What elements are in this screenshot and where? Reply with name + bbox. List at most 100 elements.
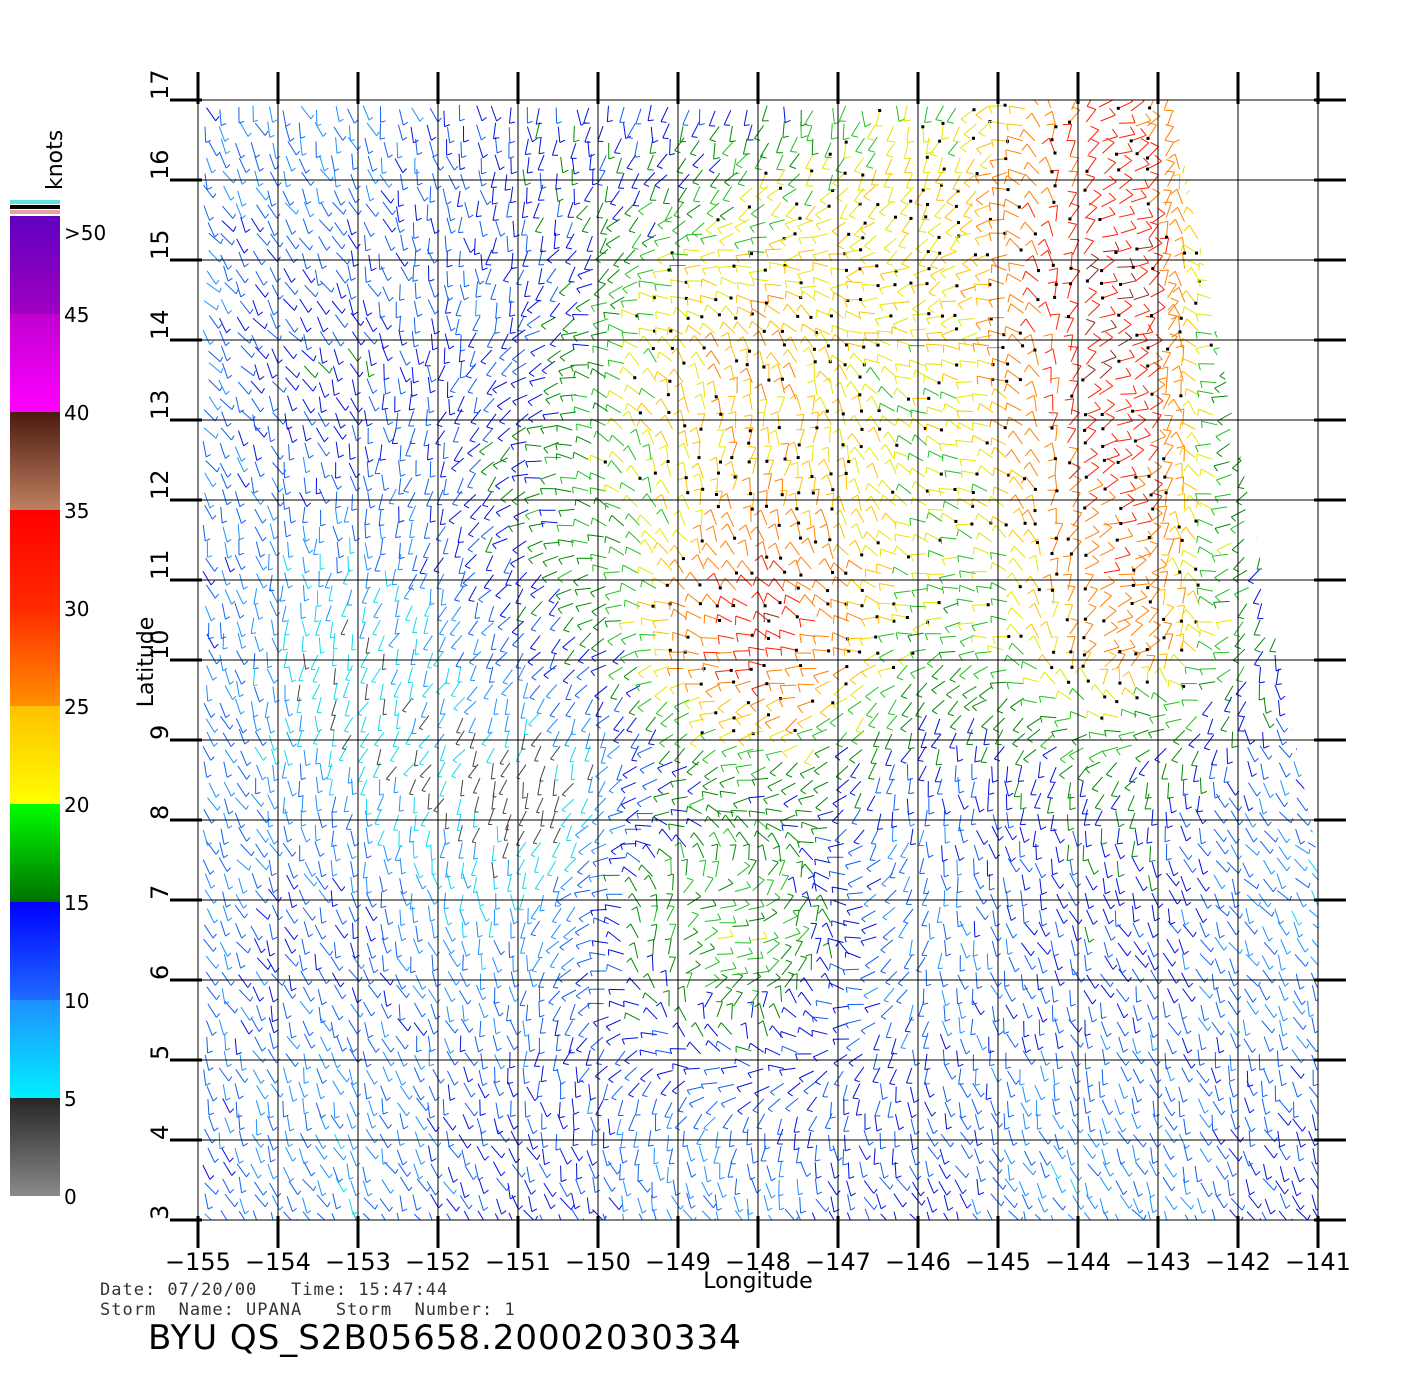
wind-barb [1021, 222, 1037, 235]
wind-barb [506, 815, 512, 830]
wind-barb [909, 778, 914, 794]
wind-barb [429, 1050, 434, 1066]
wind-barb [576, 987, 589, 999]
wind-barb [813, 263, 829, 271]
wind-barb [269, 987, 278, 1003]
wind-barb [1007, 905, 1016, 920]
wind-barb [1277, 858, 1289, 871]
wind-barb [687, 1162, 696, 1177]
wind-barb [905, 143, 912, 159]
wind-barb [315, 606, 319, 622]
wind-barb [494, 909, 498, 925]
wind-barb [1313, 924, 1327, 935]
wind-barb [251, 701, 258, 717]
wind-barb [885, 159, 893, 174]
wind-barb [531, 921, 540, 936]
wind-barb [381, 106, 386, 122]
wind-barb [204, 939, 217, 952]
wind-barb [1279, 1006, 1288, 1021]
wind-barb [698, 1003, 705, 1019]
wind-barb [1101, 1022, 1111, 1037]
wind-barb [767, 321, 784, 333]
wind-barb [437, 607, 446, 621]
wind-barb [478, 939, 483, 955]
wind-barb [1024, 162, 1039, 174]
wind-barb [835, 829, 846, 843]
wind-barb [816, 1199, 829, 1212]
wind-barb [867, 860, 881, 872]
wind-barb [924, 1033, 930, 1048]
wind-barb [904, 954, 912, 969]
wind-barb [1135, 955, 1148, 967]
colorbar-label: 15 [64, 891, 89, 915]
wind-barb [221, 829, 229, 845]
wind-barb [1022, 1037, 1030, 1053]
wind-barb [843, 969, 859, 975]
wind-barb [1275, 655, 1281, 671]
wind-barb [1055, 669, 1070, 684]
wind-barb [744, 415, 752, 432]
wind-barb [1254, 651, 1263, 666]
wind-barb [926, 970, 931, 986]
wind-barb [289, 666, 296, 682]
wind-barb [1160, 270, 1169, 286]
wind-barb [1245, 941, 1253, 957]
wind-barb [1133, 923, 1144, 938]
wind-barb [399, 1004, 405, 1020]
wind-barb [527, 187, 533, 203]
wind-barb [1070, 1167, 1082, 1180]
wind-barb [865, 956, 878, 968]
wind-barb [1071, 1179, 1081, 1194]
wind-barb [235, 1083, 244, 1099]
wind-barb [614, 138, 621, 153]
wind-barb [286, 319, 298, 332]
wind-barb [991, 894, 1001, 909]
wind-barb [702, 594, 719, 607]
wind-barb [272, 620, 279, 636]
wind-barb [708, 364, 721, 379]
wind-barb [319, 861, 327, 877]
wind-barb [734, 816, 748, 828]
wind-barb [419, 735, 430, 748]
wind-barb [473, 778, 480, 793]
wind-barb [1175, 237, 1186, 254]
wind-barb [1007, 124, 1023, 131]
wind-barb [1136, 986, 1141, 1002]
wind-barb [1292, 364, 1299, 380]
wind-barb [320, 554, 324, 570]
wind-barb [1293, 219, 1300, 235]
wind-barb [255, 527, 266, 541]
wind-barb [720, 541, 734, 555]
wind-barb [594, 918, 609, 924]
wind-barb [584, 255, 591, 270]
wind-barb [768, 295, 784, 303]
wind-barb [598, 126, 604, 141]
wind-barb [733, 798, 748, 808]
wind-barb [1121, 1163, 1132, 1177]
wind-barb [267, 330, 281, 340]
wind-barb [268, 1135, 278, 1150]
wind-barb [1007, 573, 1021, 588]
wind-barb [1087, 711, 1104, 720]
wind-barb [1005, 987, 1016, 1001]
wind-barb [1069, 381, 1078, 398]
wind-barb [303, 585, 309, 601]
wind-barb [1009, 643, 1024, 654]
wind-barb [864, 186, 876, 201]
wind-barb [524, 683, 529, 698]
wind-barb [975, 1149, 984, 1164]
wind-barb [752, 592, 767, 608]
wind-barb [475, 797, 479, 813]
wind-barb [818, 459, 832, 475]
wind-barb [791, 974, 797, 990]
wind-barb [416, 1149, 425, 1164]
wind-barb [300, 764, 306, 780]
wind-barb [555, 1020, 560, 1036]
wind-barb [1305, 142, 1311, 158]
wind-barb [316, 876, 328, 889]
wind-barb [221, 255, 232, 269]
wind-barb [365, 509, 370, 525]
wind-barb [622, 1038, 638, 1045]
wind-barb [284, 1212, 297, 1224]
wind-barb [363, 300, 372, 316]
